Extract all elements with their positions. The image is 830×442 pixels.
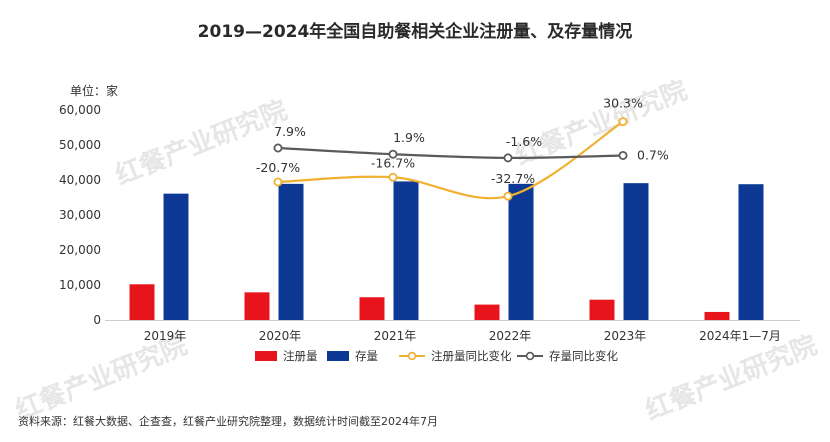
y-tick-label: 60,000	[59, 103, 101, 117]
point-registration-yoy	[273, 177, 283, 187]
watermark: 红餐产业研究院	[11, 330, 191, 427]
data-label-stock-yoy: 7.9%	[274, 124, 306, 139]
point-registration-yoy	[618, 117, 628, 127]
watermark: 红餐产业研究院	[641, 330, 821, 427]
bar-stock	[623, 183, 649, 320]
bar-stock	[278, 183, 304, 320]
bar-registration	[244, 292, 270, 320]
bar-registration	[704, 311, 730, 320]
x-tick-label: 2023年	[604, 329, 647, 343]
y-tick-label: 50,000	[59, 138, 101, 152]
y-tick-label: 20,000	[59, 243, 101, 257]
legend-label: 注册量	[283, 349, 318, 363]
x-tick-label: 2021年	[374, 329, 417, 343]
legend-swatch	[327, 351, 349, 361]
x-axis: 2019年 2020年 2021年 2022年 2023年 2024年1—7月	[144, 329, 781, 343]
point-stock-yoy	[388, 149, 398, 159]
y-tick-label: 30,000	[59, 208, 101, 222]
bars	[129, 181, 764, 320]
bar-registration	[129, 284, 155, 320]
y-tick-label: 40,000	[59, 173, 101, 187]
legend-marker	[407, 351, 417, 361]
bar-registration	[359, 297, 385, 320]
bar-stock	[393, 181, 419, 320]
line-registration-yoy	[277, 120, 624, 200]
point-stock-yoy	[273, 143, 283, 153]
data-label-stock-yoy: 0.7%	[637, 147, 669, 162]
legend-swatch	[255, 351, 277, 361]
legend: 注册量 存量 注册量同比变化 存量同比变化	[255, 349, 618, 363]
chart-title: 2019—2024年全国自助餐相关企业注册量、及存量情况	[198, 21, 633, 42]
x-tick-label: 2019年	[144, 329, 187, 343]
unit-label: 单位：家	[70, 83, 118, 98]
point-stock-yoy	[618, 150, 628, 160]
x-tick-label: 2020年	[259, 329, 302, 343]
line-stock-yoy	[277, 146, 624, 159]
legend-label: 注册量同比变化	[431, 349, 512, 363]
bar-stock	[508, 183, 534, 320]
point-stock-yoy	[503, 153, 513, 163]
y-axis: 0 10,000 20,000 30,000 40,000 50,000 60,000	[59, 103, 101, 327]
data-label-stock-yoy: -1.6%	[506, 134, 542, 149]
watermark: 红餐产业研究院	[111, 95, 291, 192]
legend-marker	[525, 351, 535, 361]
point-registration-yoy	[388, 172, 398, 182]
bar-registration	[589, 299, 615, 320]
bar-stock	[738, 184, 764, 320]
legend-label: 存量同比变化	[549, 349, 618, 363]
legend-label: 存量	[355, 349, 378, 363]
bar-stock	[163, 193, 189, 320]
x-tick-label: 2022年	[489, 329, 532, 343]
y-tick-label: 0	[93, 313, 101, 327]
point-registration-yoy	[503, 191, 513, 201]
data-label-registration-yoy: -32.7%	[491, 171, 535, 186]
data-label-registration-yoy: -20.7%	[256, 160, 300, 175]
data-label-registration-yoy: 30.3%	[603, 96, 643, 111]
x-tick-label: 2024年1—7月	[699, 329, 781, 343]
y-tick-label: 10,000	[59, 278, 101, 292]
source-note: 资料来源：红餐大数据、企查查，红餐产业研究院整理，数据统计时间截至2024年7月	[18, 414, 438, 428]
data-label-stock-yoy: 1.9%	[393, 130, 425, 145]
lines: -20.7% -16.7% -32.7% 30.3% 7.9% 1.9% -1.6% 0.7%	[256, 96, 669, 201]
data-label-registration-yoy: -16.7%	[371, 155, 415, 170]
bar-registration	[474, 304, 500, 320]
